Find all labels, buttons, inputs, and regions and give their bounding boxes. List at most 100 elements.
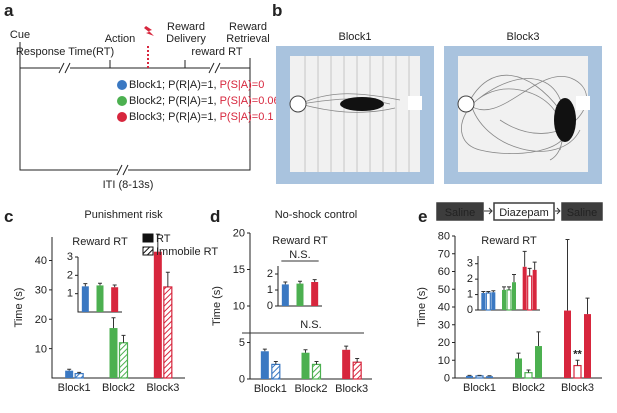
- port: [289, 95, 307, 113]
- bar: [515, 358, 522, 378]
- error-bar: [502, 286, 506, 290]
- timeline-lines: [19, 42, 251, 171]
- error-bar: [516, 352, 521, 359]
- mouse: [340, 97, 384, 111]
- bar: [260, 351, 269, 379]
- y-axis-label: Time (s): [416, 287, 428, 327]
- error-bar: [155, 233, 160, 252]
- legend-label: Immobile RT: [156, 246, 218, 258]
- y-tick-label: 10: [438, 355, 450, 367]
- y-tick-label: 5: [239, 337, 245, 349]
- flow-label: Saline: [567, 207, 598, 219]
- error-bar: [312, 279, 317, 282]
- y-tick-label: 80: [438, 231, 450, 243]
- y-tick-label: 10: [233, 301, 245, 313]
- bar: [524, 372, 533, 379]
- timeline-label: Response Time(RT): [16, 46, 114, 58]
- legend-text: Block3; P(R|A)=1, P(S|A)=0.1: [129, 111, 274, 123]
- flow-arrow: [484, 207, 493, 215]
- flow-label: Saline: [445, 207, 476, 219]
- bar: [485, 292, 491, 311]
- panel-label: d: [210, 207, 220, 226]
- bar: [512, 282, 516, 310]
- bar: [491, 292, 496, 310]
- x-tick-label: Block2: [294, 383, 327, 395]
- error-bar: [532, 261, 537, 270]
- arena-floor: [290, 56, 420, 172]
- bar: [281, 284, 289, 306]
- y-tick-label: 30: [35, 285, 47, 297]
- legend-dot: [117, 96, 127, 106]
- error-bar: [512, 274, 516, 283]
- bar: [535, 346, 542, 378]
- bar: [296, 283, 304, 306]
- bar: [475, 375, 484, 379]
- timeline-label: Action: [105, 33, 136, 45]
- x-tick-label: Block2: [512, 382, 545, 394]
- chart-title: Reward RT: [481, 235, 537, 247]
- y-tick-label: 0: [467, 304, 473, 316]
- y-tick-label: 0: [444, 373, 450, 385]
- x-tick-label: Block3: [561, 382, 594, 394]
- y-tick-label: 2: [267, 268, 273, 280]
- error-bar: [487, 375, 492, 377]
- error-bar: [121, 334, 126, 343]
- error-bar: [477, 374, 482, 376]
- y-tick-label: 1: [467, 289, 473, 301]
- error-bar: [481, 290, 486, 294]
- x-tick-label: Block1: [58, 382, 91, 394]
- bar: [584, 314, 591, 378]
- error-bar: [303, 349, 308, 353]
- error-bar: [298, 280, 302, 284]
- annotation: N.S.: [300, 319, 321, 331]
- legend-risk: P(S|A)=0: [220, 79, 265, 91]
- panel-label: b: [272, 1, 282, 20]
- chart-title: Reward RT: [272, 235, 328, 247]
- timeline-label: ITI (8-13s): [103, 179, 154, 191]
- timeline: Cue Response Time(RT) Action Reward Deli…: [10, 21, 280, 191]
- bar: [311, 282, 319, 306]
- error-bar: [262, 348, 267, 352]
- flow-box: [493, 202, 555, 221]
- error-bar: [283, 281, 288, 285]
- legend-dot: [117, 112, 127, 122]
- bar: [74, 372, 84, 379]
- flow-box: [436, 202, 484, 221]
- y-tick-label: 40: [35, 255, 47, 267]
- y-tick-label: 20: [233, 228, 245, 240]
- bar: [564, 310, 571, 378]
- bar: [163, 286, 173, 379]
- timeline-label: Reward: [167, 21, 205, 33]
- flow-arrow: [555, 207, 561, 215]
- chart-title: Reward RT: [72, 236, 128, 248]
- bar: [271, 363, 281, 380]
- bar: [527, 275, 533, 311]
- arena-title: Block3: [506, 31, 539, 43]
- legend-label: Block2; P(R|A)=1,: [129, 95, 220, 107]
- timeline-label: Delivery: [166, 33, 206, 45]
- bar: [532, 269, 537, 310]
- legend-dot: [117, 80, 127, 90]
- bar: [65, 370, 74, 378]
- lever: [408, 96, 422, 110]
- flow-label: Diazepam: [499, 207, 549, 219]
- bar: [81, 286, 89, 312]
- bar: [153, 251, 162, 378]
- y-tick-label: 40: [438, 302, 450, 314]
- annotation: N.S.: [289, 249, 310, 261]
- axis: [51, 237, 185, 379]
- y-tick-label: 0: [267, 300, 273, 312]
- error-bar: [507, 286, 511, 290]
- arena-title: Block1: [338, 31, 371, 43]
- bar: [111, 287, 119, 312]
- error-bar: [565, 239, 570, 311]
- legend-label: RT: [156, 233, 171, 245]
- x-tick-label: Block3: [335, 383, 368, 395]
- error-bar: [165, 271, 170, 287]
- error-bar: [77, 371, 82, 374]
- chart-title: Punishment risk: [84, 209, 163, 221]
- bar: [96, 285, 104, 312]
- error-bar: [355, 358, 360, 363]
- bar: [506, 289, 512, 311]
